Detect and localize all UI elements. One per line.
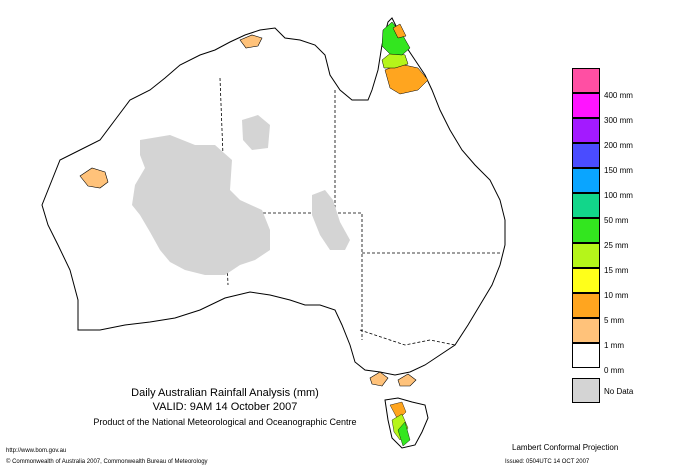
legend-swatch — [572, 218, 600, 243]
legend-swatch — [572, 293, 600, 318]
legend-label: 1 mm — [604, 341, 624, 350]
legend-swatch — [572, 268, 600, 293]
legend-label: 400 mm — [604, 91, 633, 100]
legend-label: 25 mm — [604, 241, 629, 250]
legend-label: 100 mm — [604, 191, 633, 200]
projection-label: Lambert Conformal Projection — [512, 443, 619, 452]
legend-swatch — [572, 68, 600, 93]
legend-swatch — [572, 243, 600, 268]
legend-swatch — [572, 343, 600, 368]
rain-1mm-areas — [79, 34, 417, 387]
valid-date: VALID: 9AM 14 October 2007 — [152, 401, 298, 413]
legend-swatch-no-data — [572, 378, 600, 403]
legend-swatch — [572, 193, 600, 218]
legend-label: 200 mm — [604, 141, 633, 150]
copyright: © Commonwealth of Australia 2007, Common… — [6, 459, 208, 465]
issued-time: Issued: 0504UTC 14 OCT 2007 — [505, 459, 590, 465]
legend-label: 15 mm — [604, 266, 629, 275]
no-data-areas — [132, 115, 350, 275]
far-north-qld-rain — [381, 21, 429, 95]
bom-url: http://www.bom.gov.au — [6, 448, 67, 454]
tasmania-rain — [389, 401, 411, 447]
legend-swatch — [572, 143, 600, 168]
product-credit: Product of the National Meteorological a… — [93, 417, 357, 427]
map-title: Daily Australian Rainfall Analysis (mm) — [131, 387, 319, 399]
legend-swatch — [572, 318, 600, 343]
legend-label: 5 mm — [604, 316, 624, 325]
legend-swatch — [572, 93, 600, 118]
mainland-australia — [41, 17, 506, 376]
legend-label: 50 mm — [604, 216, 629, 225]
legend-swatch — [572, 168, 600, 193]
legend-label: 0 mm — [604, 366, 624, 375]
legend-label: 10 mm — [604, 291, 629, 300]
legend-label: 300 mm — [604, 116, 633, 125]
legend-swatch — [572, 118, 600, 143]
legend-label: No Data — [604, 387, 634, 396]
legend-label: 150 mm — [604, 166, 633, 175]
